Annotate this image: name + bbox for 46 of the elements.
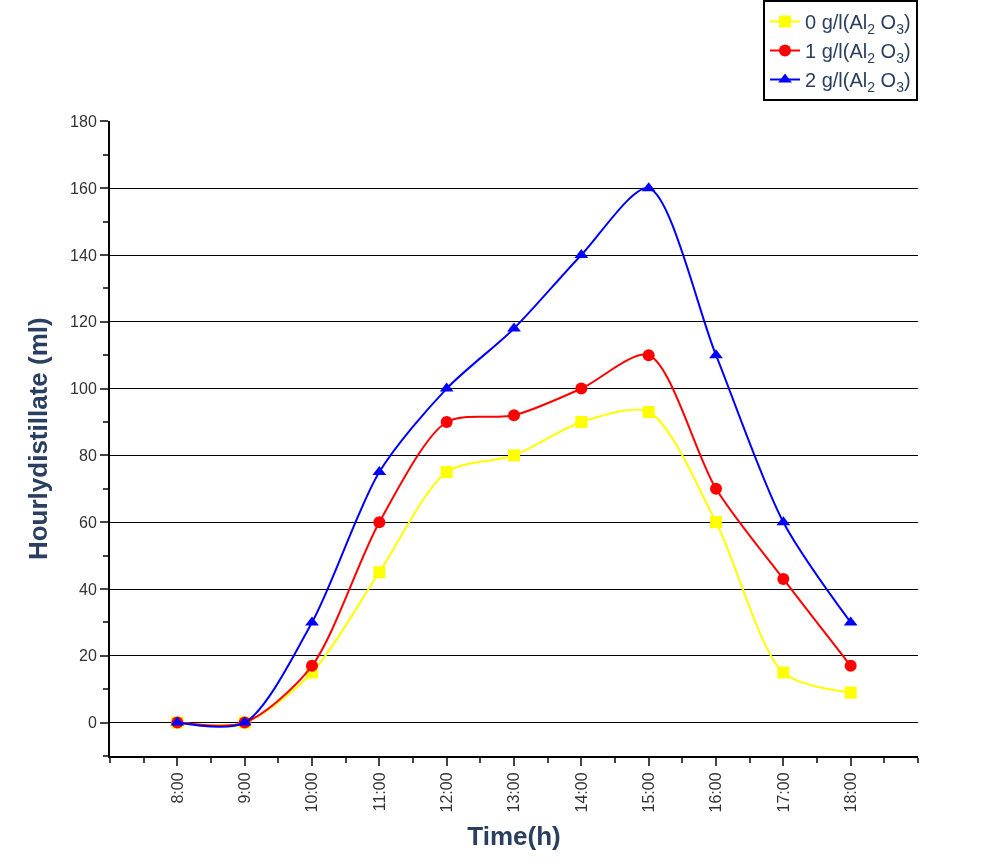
point [642, 405, 655, 418]
point [575, 416, 588, 428]
x-tick-label: 12:00 [437, 772, 455, 813]
x-tick-label: 15:00 [639, 772, 657, 813]
point [507, 322, 521, 332]
point [508, 449, 520, 462]
point [777, 572, 790, 585]
x-tick-label: 17:00 [774, 772, 792, 813]
y-tick-label: 120 [70, 313, 97, 331]
legend-label: 2 g/l(Al$_{2}$ O$_{3}$) [805, 69, 911, 95]
y-tick-label: 0 [87, 714, 97, 732]
y-tick-label: 180 [70, 113, 97, 130]
y-tick-label: 160 [70, 179, 97, 197]
point [709, 349, 723, 359]
x-tick-label: 10:00 [303, 772, 321, 813]
x-tick-label: 9:00 [235, 772, 253, 804]
point [305, 616, 319, 626]
point [373, 566, 386, 579]
x-tick-label: 11:00 [370, 772, 388, 812]
point [440, 466, 453, 479]
point [440, 416, 453, 428]
y-tick-label: 100 [70, 380, 97, 398]
y-tick-label: 40 [79, 580, 97, 598]
point [575, 382, 588, 395]
point [844, 659, 857, 672]
x-tick-label: 8:00 [168, 772, 186, 804]
x-tick-label: 16:00 [707, 772, 725, 813]
y-tick-label: 20 [79, 647, 97, 665]
legend-label: 0 g/l(Al$_{2}$ O$_{3}$) [805, 11, 911, 37]
point [710, 482, 722, 495]
point [710, 516, 722, 529]
point [373, 516, 386, 529]
point [777, 666, 790, 679]
x-tick-label: 13:00 [505, 772, 523, 813]
y-tick-label: 80 [79, 447, 97, 464]
point [508, 409, 520, 422]
y-axis-title: Hourlydistillate (ml) [23, 317, 53, 561]
legend-label: 1 g/l(Al$_{2}$ O$_{3}$) [805, 40, 911, 66]
point [306, 659, 318, 672]
point [642, 349, 655, 362]
point [844, 686, 857, 699]
x-tick-label: 18:00 [841, 772, 859, 813]
y-tick-label: 60 [79, 513, 97, 531]
x-axis-title: Time(h) [467, 820, 561, 851]
y-tick-label: 140 [70, 246, 97, 264]
x-tick-label: 14:00 [572, 772, 590, 813]
